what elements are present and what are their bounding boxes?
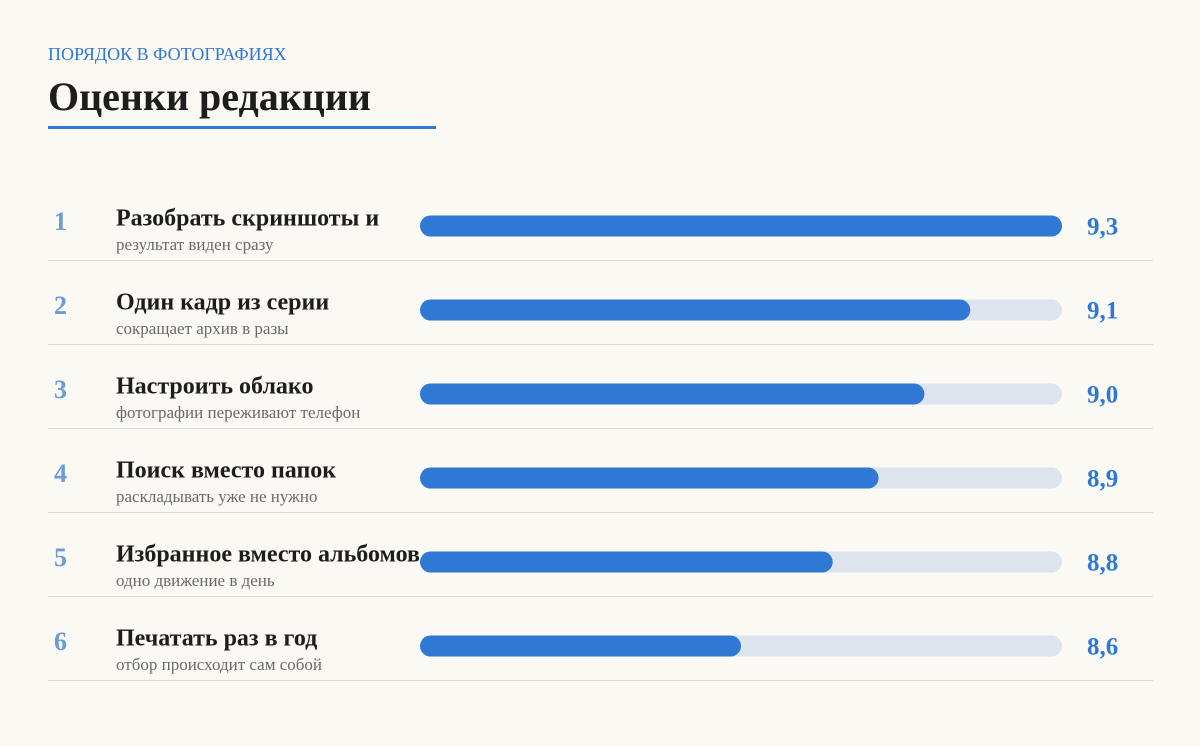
value-label: 9,0 bbox=[1087, 382, 1118, 409]
rank: 1 bbox=[54, 207, 67, 236]
rank: 2 bbox=[54, 291, 67, 320]
category-subtitle: результат виден сразу bbox=[116, 235, 274, 254]
value-label: 8,6 bbox=[1087, 634, 1118, 661]
bar bbox=[420, 551, 833, 573]
rank: 5 bbox=[54, 543, 67, 572]
category-label: Один кадр из серии bbox=[116, 290, 329, 316]
category-subtitle: отбор происходит сам собой bbox=[116, 655, 322, 674]
bar bbox=[420, 299, 971, 321]
category-subtitle: сокращает архив в разы bbox=[116, 319, 289, 338]
rank: 6 bbox=[54, 627, 67, 656]
category-subtitle: фотографии переживают телефон bbox=[116, 403, 360, 422]
bar bbox=[420, 467, 879, 489]
rank: 3 bbox=[54, 375, 67, 404]
category-label: Печатать раз в год bbox=[116, 626, 317, 652]
bar bbox=[420, 215, 1062, 237]
category-label: Избранное вместо альбомов bbox=[116, 542, 420, 568]
category-label: Настроить облако bbox=[116, 374, 313, 400]
value-label: 8,9 bbox=[1087, 466, 1118, 493]
category-label: Поиск вместо папок bbox=[116, 458, 336, 484]
category-label: Разобрать скриншоты и bbox=[116, 206, 379, 232]
value-label: 8,8 bbox=[1087, 550, 1118, 577]
bar bbox=[420, 635, 741, 657]
category-subtitle: одно движение в день bbox=[116, 571, 275, 590]
rank: 4 bbox=[54, 459, 67, 488]
value-label: 9,3 bbox=[1087, 214, 1118, 241]
chart-title: Оценки редакции bbox=[48, 74, 371, 119]
category-subtitle: раскладывать уже не нужно bbox=[116, 487, 318, 506]
value-label: 9,1 bbox=[1087, 298, 1118, 325]
bar bbox=[420, 383, 925, 405]
title-underline bbox=[48, 126, 436, 129]
kicker: ПОРЯДОК В ФОТОГРАФИЯХ bbox=[48, 44, 287, 64]
